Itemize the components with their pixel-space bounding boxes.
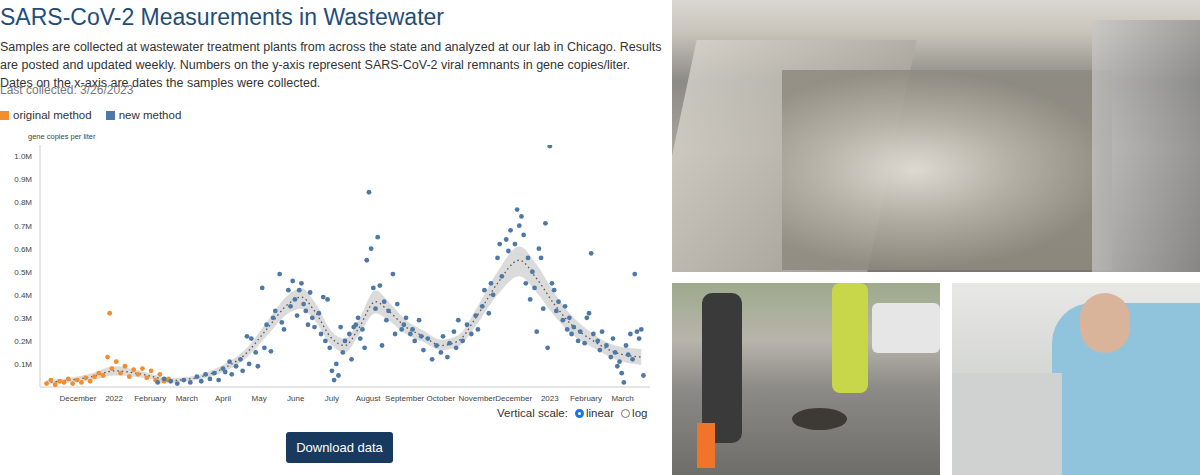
svg-text:0.7M: 0.7M bbox=[14, 222, 32, 231]
svg-text:December: December bbox=[59, 394, 96, 403]
html-text:log: log bbox=[632, 407, 648, 419]
svg-text:April: April bbox=[215, 394, 231, 403]
svg-text:June: June bbox=[287, 394, 305, 403]
svg-text:May: May bbox=[252, 394, 267, 403]
svg-text:0.5M: 0.5M bbox=[14, 268, 32, 277]
svg-text:1.0M: 1.0M bbox=[14, 152, 32, 161]
svg-text:0.4M: 0.4M bbox=[14, 291, 32, 300]
svg-text:July: July bbox=[325, 394, 339, 403]
html-text:linear: linear bbox=[586, 407, 615, 419]
svg-text:February: February bbox=[134, 394, 166, 403]
svg-text:0.1M: 0.1M bbox=[14, 360, 32, 369]
svg-text:0.8M: 0.8M bbox=[14, 198, 32, 207]
html-text:new method: new method bbox=[118, 109, 182, 121]
svg-text:0.2M: 0.2M bbox=[14, 337, 32, 346]
svg-text:November: November bbox=[459, 394, 496, 403]
svg-text:October: October bbox=[427, 394, 456, 403]
svg-text:2022: 2022 bbox=[105, 394, 123, 403]
svg-text:0.6M: 0.6M bbox=[14, 245, 32, 254]
html-text:original method: original method bbox=[13, 109, 92, 121]
svg-text:0.9M: 0.9M bbox=[14, 175, 32, 184]
svg-text:0.3M: 0.3M bbox=[14, 314, 32, 323]
svg-text:2023: 2023 bbox=[541, 394, 559, 403]
html-text:gene copies per liter: gene copies per liter bbox=[28, 132, 96, 141]
svg-text:December: December bbox=[495, 394, 532, 403]
html-text:Vertical scale:: Vertical scale: bbox=[497, 407, 568, 419]
html-text:Last collected: 3/26/2023: Last collected: 3/26/2023 bbox=[0, 83, 134, 97]
html-text:Samples are collected at waste: Samples are collected at wastewater trea… bbox=[0, 40, 662, 90]
svg-text:February: February bbox=[570, 394, 602, 403]
svg-text:August: August bbox=[356, 394, 382, 403]
html-text:Download data: Download data bbox=[296, 440, 383, 455]
svg-text:March: March bbox=[611, 394, 633, 403]
svg-text:September: September bbox=[385, 394, 424, 403]
svg-text:March: March bbox=[176, 394, 198, 403]
html-text:SARS-CoV-2 Measurements in Was: SARS-CoV-2 Measurements in Wastewater bbox=[0, 4, 444, 30]
